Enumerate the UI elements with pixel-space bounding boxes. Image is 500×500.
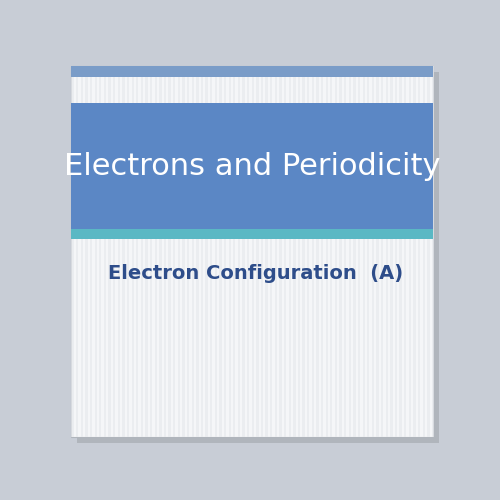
Bar bbox=[214, 66, 217, 438]
Bar bbox=[381, 66, 384, 438]
Bar bbox=[344, 66, 346, 438]
Bar bbox=[127, 66, 129, 438]
Bar bbox=[150, 66, 152, 438]
Bar bbox=[316, 66, 318, 438]
Bar bbox=[182, 66, 184, 438]
Bar bbox=[80, 66, 83, 438]
Bar bbox=[206, 66, 208, 438]
Bar bbox=[293, 66, 296, 438]
Bar bbox=[178, 66, 180, 438]
Bar bbox=[270, 66, 272, 438]
Bar bbox=[99, 66, 102, 438]
Bar bbox=[108, 66, 110, 438]
Bar bbox=[418, 66, 420, 438]
Bar bbox=[122, 66, 124, 438]
Bar bbox=[220, 66, 222, 438]
Bar bbox=[164, 66, 166, 438]
Bar bbox=[376, 66, 378, 438]
Text: Electron Configuration  (A): Electron Configuration (A) bbox=[108, 264, 403, 283]
Bar bbox=[362, 66, 365, 438]
Bar bbox=[196, 66, 198, 438]
Bar bbox=[256, 66, 258, 438]
Bar bbox=[427, 66, 430, 438]
Bar bbox=[354, 66, 356, 438]
Bar bbox=[298, 66, 300, 438]
Bar bbox=[367, 66, 370, 438]
Bar bbox=[201, 66, 203, 438]
Bar bbox=[238, 66, 240, 438]
Bar bbox=[247, 66, 250, 438]
Bar bbox=[72, 66, 74, 438]
Bar bbox=[104, 66, 106, 438]
Bar bbox=[261, 66, 263, 438]
Bar bbox=[372, 66, 374, 438]
Bar bbox=[242, 66, 244, 438]
Bar bbox=[76, 66, 78, 438]
Bar bbox=[168, 66, 171, 438]
Bar bbox=[173, 66, 176, 438]
Bar bbox=[326, 66, 328, 438]
Bar bbox=[252, 66, 254, 438]
Bar bbox=[432, 66, 434, 438]
Bar bbox=[400, 66, 402, 438]
Bar bbox=[72, 66, 434, 77]
Bar bbox=[228, 66, 231, 438]
Bar bbox=[408, 66, 411, 438]
Bar bbox=[348, 66, 351, 438]
Bar bbox=[86, 66, 87, 438]
Bar bbox=[284, 66, 286, 438]
Bar bbox=[330, 66, 332, 438]
Bar bbox=[274, 66, 277, 438]
Bar bbox=[146, 66, 148, 438]
Bar bbox=[118, 66, 120, 438]
Bar bbox=[390, 66, 392, 438]
Bar bbox=[340, 66, 342, 438]
Bar bbox=[288, 66, 291, 438]
Bar bbox=[280, 66, 281, 438]
Bar bbox=[312, 66, 314, 438]
Bar bbox=[72, 229, 434, 238]
Bar bbox=[136, 66, 138, 438]
Bar bbox=[94, 66, 97, 438]
Bar bbox=[192, 66, 194, 438]
Bar bbox=[422, 66, 425, 438]
Bar bbox=[386, 66, 388, 438]
Bar bbox=[210, 66, 212, 438]
Bar bbox=[307, 66, 310, 438]
Bar bbox=[187, 66, 190, 438]
Bar bbox=[224, 66, 226, 438]
Bar bbox=[358, 66, 360, 438]
Bar bbox=[414, 66, 416, 438]
Text: Electrons and Periodicity: Electrons and Periodicity bbox=[64, 152, 440, 180]
Bar bbox=[90, 66, 92, 438]
Bar bbox=[159, 66, 162, 438]
Bar bbox=[302, 66, 305, 438]
Bar bbox=[141, 66, 143, 438]
Bar bbox=[233, 66, 235, 438]
Bar bbox=[404, 66, 406, 438]
Bar bbox=[154, 66, 157, 438]
Bar bbox=[132, 66, 134, 438]
Bar bbox=[321, 66, 323, 438]
Bar bbox=[113, 66, 116, 438]
Bar bbox=[335, 66, 337, 438]
Bar bbox=[266, 66, 268, 438]
Bar bbox=[395, 66, 397, 438]
Bar bbox=[72, 103, 434, 229]
